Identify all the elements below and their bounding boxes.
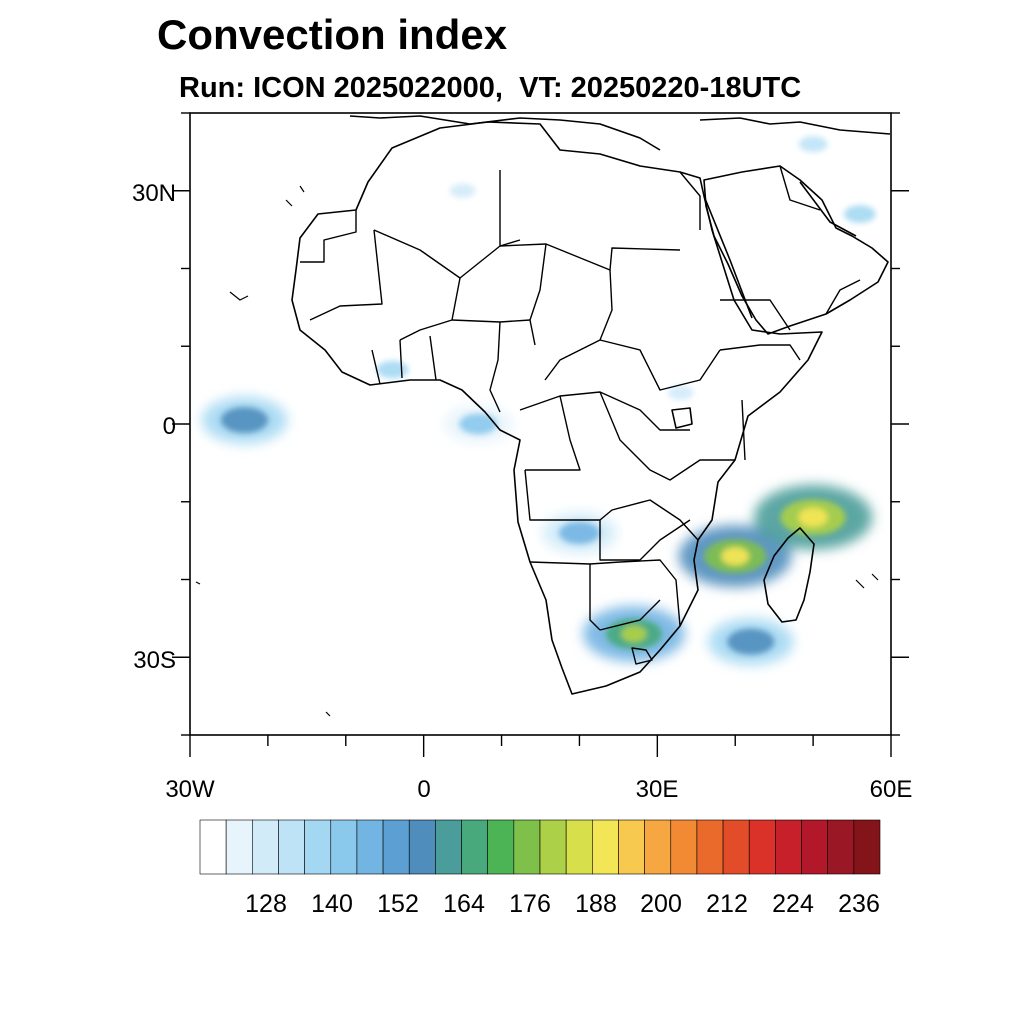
convection-peak-madagascar-east <box>798 507 828 528</box>
colorbar-swatch <box>513 819 541 875</box>
colorbar-label-212: 212 <box>706 890 748 918</box>
colorbar <box>199 819 881 875</box>
page-title: Convection index <box>157 11 508 58</box>
colorbar-label-176: 176 <box>509 890 551 918</box>
europe-coastline <box>349 115 891 151</box>
colorbar-swatch <box>592 819 619 875</box>
colorbar-swatch <box>565 819 593 875</box>
colorbar-label-164: 164 <box>443 890 485 918</box>
convection-peak-mozambique-channel <box>721 546 750 566</box>
convection-core-angola-zambia <box>558 521 600 545</box>
colorbar-swatch <box>356 819 384 875</box>
convection-core-west-africa-coast <box>376 360 409 379</box>
africa-coastline <box>291 121 823 695</box>
lon-tick-label-0: 0 <box>417 776 430 803</box>
colorbar-swatch <box>278 819 305 875</box>
arabia-coastline <box>703 165 889 335</box>
colorbar-swatch <box>487 819 515 875</box>
colorbar-swatch <box>408 819 436 875</box>
islands <box>195 185 879 717</box>
colorbar-swatch <box>330 819 358 875</box>
red-sea-coast <box>703 195 753 319</box>
convection-core-southwest-indian-ocean <box>727 628 775 655</box>
colorbar-swatch <box>827 819 855 875</box>
colorbar-swatch <box>252 819 279 875</box>
colorbar-swatch <box>435 819 462 875</box>
country-borders <box>300 165 861 665</box>
lon-tick-label-30w: 30W <box>165 776 215 803</box>
colorbar-swatch <box>539 819 567 875</box>
lat-tick-label-30s: 30S <box>133 647 176 674</box>
convection-core-arabian-sea <box>843 205 876 223</box>
convection-core-middle-east <box>798 136 828 153</box>
convection-field-soft <box>201 129 889 666</box>
colorbar-label-188: 188 <box>575 890 617 918</box>
colorbar-swatch <box>748 819 776 875</box>
colorbar-swatch <box>618 819 645 875</box>
coastlines-borders <box>195 115 891 717</box>
madagascar-coastline <box>763 527 815 623</box>
colorbar-swatch <box>801 819 828 875</box>
colorbar-label-128: 128 <box>245 890 287 918</box>
convection-core-equatorial-atlantic <box>221 407 269 434</box>
convection-core-gulf-of-guinea <box>459 413 498 435</box>
colorbar-labels: 128 140 152 164 176 188 200 212 224 236 <box>245 890 880 918</box>
persian-gulf-coast <box>799 181 857 237</box>
colorbar-label-236: 236 <box>838 890 880 918</box>
colorbar-swatch <box>696 819 724 875</box>
colorbar-swatch <box>199 819 227 875</box>
colorbar-label-140: 140 <box>311 890 353 918</box>
colorbar-swatch <box>670 819 698 875</box>
lon-labels: 30W 0 30E 60E <box>165 776 912 803</box>
lat-labels: 30N 0 30S <box>132 180 176 674</box>
colorbar-label-200: 200 <box>640 890 682 918</box>
field-layer <box>201 129 889 666</box>
colorbar-swatch <box>853 819 881 875</box>
lat-tick-label-0: 0 <box>163 413 176 440</box>
colorbar-swatch <box>461 819 488 875</box>
convection-core-east-africa <box>667 385 694 401</box>
lon-tick-label-60e: 60E <box>870 776 913 803</box>
convection-core-sahara-north <box>449 183 476 198</box>
convection-peak-south-africa <box>621 625 647 643</box>
lake-victoria <box>671 407 693 429</box>
colorbar-swatch <box>722 819 750 875</box>
convection-field-core <box>221 136 876 655</box>
colorbar-swatch <box>225 819 253 875</box>
colorbar-swatch <box>382 819 410 875</box>
run-subtitle: Run: ICON 2025022000, VT: 20250220-18UTC <box>179 72 802 104</box>
lat-tick-label-30n: 30N <box>132 180 176 207</box>
colorbar-label-224: 224 <box>772 890 814 918</box>
colorbar-swatch <box>644 819 672 875</box>
colorbar-label-152: 152 <box>377 890 419 918</box>
colorbar-swatch <box>304 819 332 875</box>
colorbar-swatch <box>775 819 802 875</box>
axis-ticks <box>172 112 909 757</box>
lon-tick-label-30e: 30E <box>636 776 679 803</box>
